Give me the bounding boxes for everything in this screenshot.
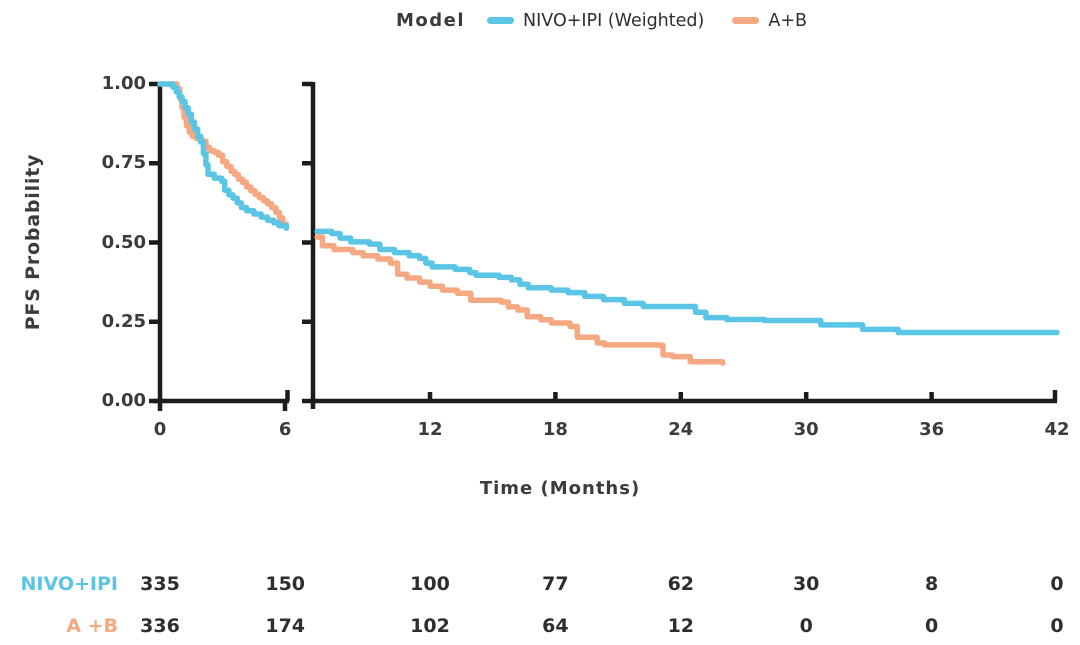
x-tick-label: 24 <box>668 419 694 440</box>
y-tick-label: 0.75 <box>101 152 146 174</box>
legend-title: Model <box>396 10 466 31</box>
x-tick-label: 6 <box>278 419 292 440</box>
km-curve-a-plus-b-right <box>314 234 726 366</box>
legend-label-a-plus-b: A+B <box>768 10 807 31</box>
risk-value: 102 <box>410 615 450 637</box>
legend: Model NIVO+IPI (Weighted) A+B <box>396 10 807 31</box>
km-curve-nivo-ipi-left <box>157 81 290 231</box>
risk-value: 0 <box>1050 615 1064 637</box>
x-tick-label: 0 <box>153 419 167 440</box>
axis-frame <box>153 82 1058 411</box>
x-tick-label: 42 <box>1044 419 1070 440</box>
risk-value: 336 <box>140 615 180 637</box>
x-tick-label: 12 <box>417 419 443 440</box>
risk-value: 64 <box>542 615 569 637</box>
legend-line-swatch-nivo-ipi-icon <box>487 17 515 24</box>
legend-item-nivo-ipi: NIVO+IPI (Weighted) <box>487 11 704 31</box>
km-curve-a-plus-b-left <box>157 81 290 230</box>
legend-line-swatch-a-plus-b-icon <box>732 17 760 24</box>
risk-value: 77 <box>542 573 569 595</box>
axis-ticks <box>149 81 934 404</box>
y-tick-label: 0.25 <box>101 310 146 332</box>
risk-value: 0 <box>799 615 813 637</box>
legend-item-a-plus-b: A+B <box>732 11 807 31</box>
risk-value: 30 <box>792 573 820 595</box>
legend-label-nivo-ipi: NIVO+IPI (Weighted) <box>523 10 705 31</box>
risk-row-label: NIVO+IPI <box>20 573 118 595</box>
risk-value: 150 <box>265 573 306 595</box>
risk-value: 62 <box>667 573 695 595</box>
risk-value: 8 <box>924 573 939 595</box>
tick-marks <box>149 81 934 404</box>
risk-value: 174 <box>265 615 306 637</box>
km-curve-nivo-ipi-right <box>314 228 1060 336</box>
risk-value: 12 <box>667 615 695 637</box>
y-tick-label: 1.00 <box>101 73 146 94</box>
km-curves <box>157 81 1060 366</box>
risk-value: 0 <box>1050 573 1064 595</box>
risk-row-label: A +B <box>66 615 118 637</box>
x-tick-label: 18 <box>542 419 568 440</box>
x-tick-label: 30 <box>793 419 819 440</box>
x-tick-label: 36 <box>919 419 945 440</box>
risk-value: 0 <box>924 615 939 637</box>
x-axis-title: Time (Months) <box>479 478 641 499</box>
y-tick-label: 0.50 <box>101 231 146 253</box>
y-tick-label: 0.00 <box>101 390 146 411</box>
risk-value: 100 <box>410 573 450 595</box>
risk-value: 335 <box>140 573 180 595</box>
